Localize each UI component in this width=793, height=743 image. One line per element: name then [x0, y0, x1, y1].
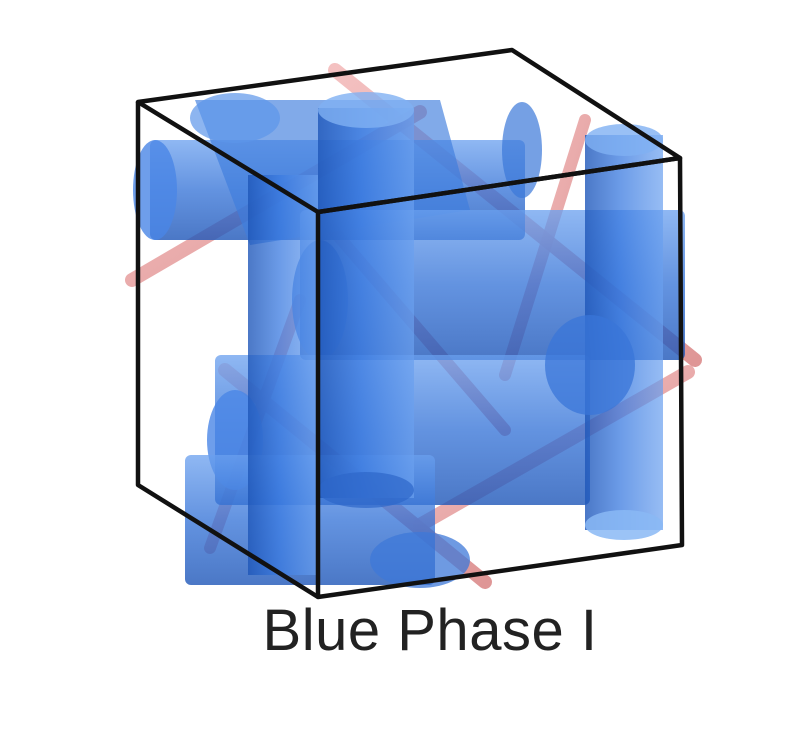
cylinder-middle-right-cap [545, 315, 635, 415]
diagram-caption: Blue Phase I [262, 598, 598, 663]
cylinder-vertical-right-bottom [585, 510, 663, 540]
cylinder-top-diagonal-cap [190, 93, 280, 143]
cylinder-vertical-center-bottom [318, 472, 414, 508]
cube-left-edges [135, 102, 320, 599]
cylinder-top-back-end [502, 102, 542, 198]
cylinder-bottom-cap [370, 532, 470, 588]
cylinder-vertical-center-top [318, 92, 414, 128]
cube-frame [135, 47, 685, 600]
cylinder-top-back-cap [133, 140, 177, 240]
clipped-caption-fragment [470, 728, 793, 743]
cylinder-vertical-left [248, 175, 318, 575]
cube-top-face [135, 47, 683, 215]
double-twist-cylinders-vertical [248, 92, 663, 575]
cylinder-vertical-center [318, 108, 414, 498]
